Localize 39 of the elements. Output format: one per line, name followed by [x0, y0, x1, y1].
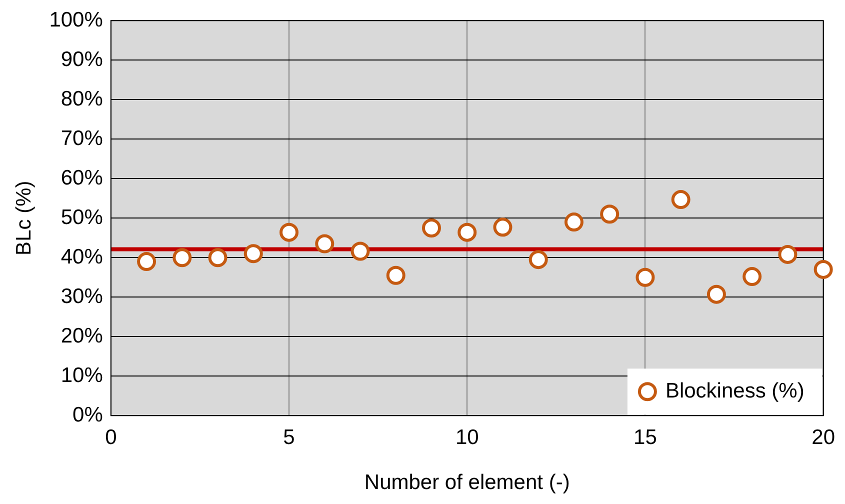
point	[172, 248, 192, 268]
x-axis-title: Number of element (-)	[364, 471, 570, 494]
point	[564, 212, 584, 232]
point	[814, 260, 833, 279]
point	[458, 222, 477, 242]
y-tick-label: 10%	[60, 364, 103, 387]
x-tick-label: 20	[812, 426, 835, 449]
point	[742, 267, 762, 286]
y-tick-label: 80%	[60, 87, 103, 110]
point	[244, 244, 263, 264]
y-tick-label: 0%	[72, 403, 103, 426]
point	[600, 204, 620, 224]
y-tick-label: 100%	[49, 8, 103, 32]
y-tick-label: 90%	[60, 48, 103, 71]
point	[208, 248, 228, 268]
y-tick-label: 20%	[60, 324, 103, 348]
legend-label: Blockiness (%)	[665, 379, 804, 402]
x-tick-label: 5	[283, 426, 295, 449]
point	[137, 252, 156, 272]
y-tick-label: 60%	[60, 166, 103, 190]
point	[636, 268, 655, 287]
point	[280, 222, 299, 242]
y-tick-label: 50%	[60, 206, 103, 229]
point	[671, 190, 690, 210]
point	[706, 284, 726, 304]
x-tick-label: 15	[634, 426, 657, 449]
y-axis-title: BLc (%)	[12, 180, 36, 256]
point	[528, 250, 548, 270]
y-tick-label: 40%	[60, 245, 103, 268]
x-tick-label: 10	[455, 426, 479, 449]
point	[315, 234, 334, 254]
point	[350, 242, 370, 261]
point	[422, 218, 441, 238]
point	[778, 244, 798, 264]
x-tick-label: 0	[105, 426, 117, 449]
y-tick-label: 70%	[60, 126, 103, 150]
y-tick-label: 30%	[60, 284, 103, 308]
point	[493, 218, 512, 237]
point	[386, 266, 406, 285]
